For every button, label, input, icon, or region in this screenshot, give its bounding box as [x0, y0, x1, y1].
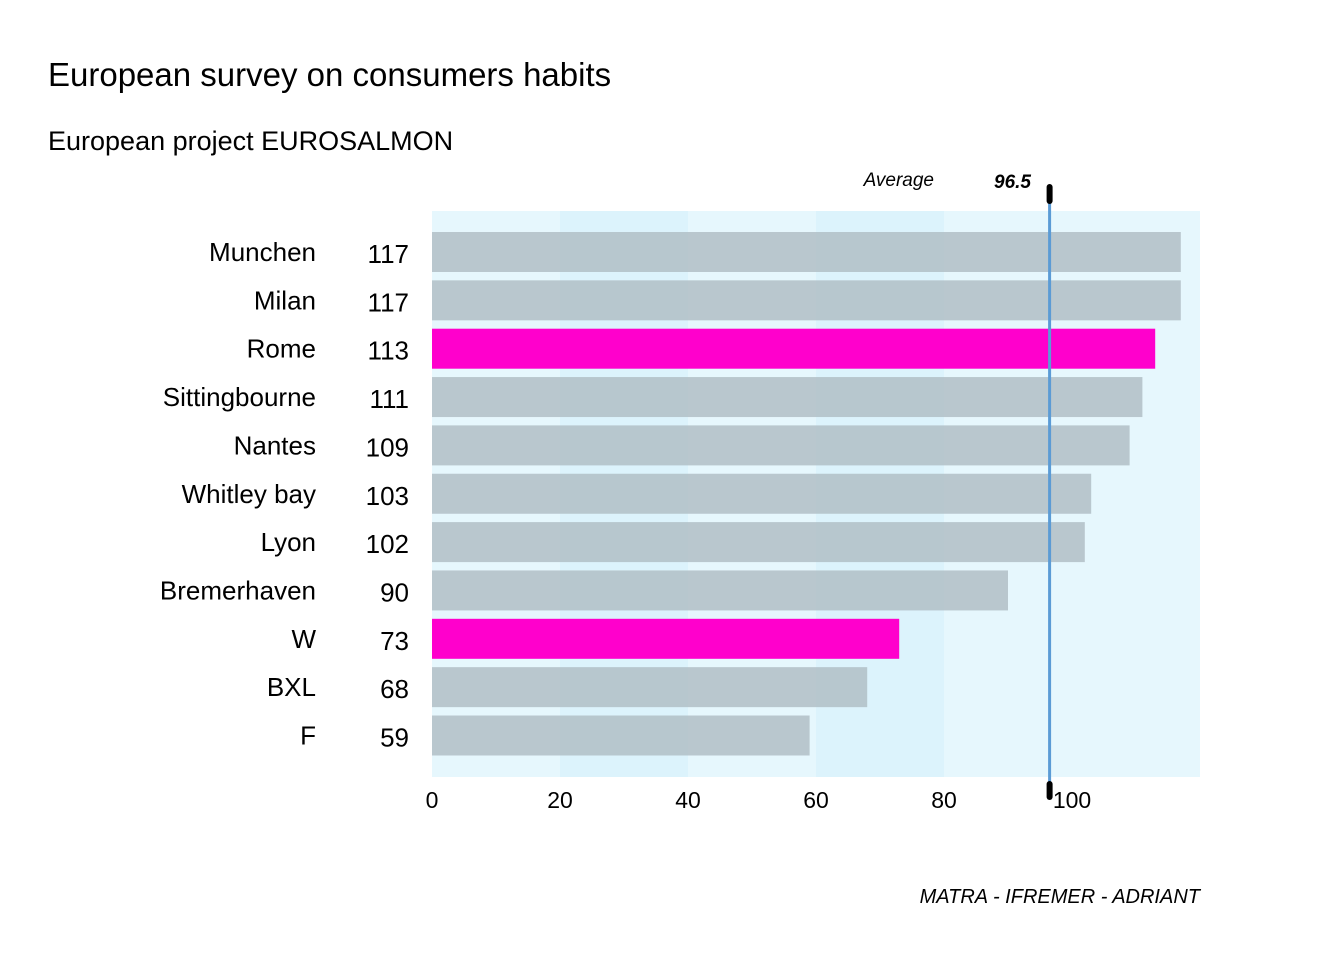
value-label: 68: [380, 674, 409, 704]
category-label: Bremerhaven: [160, 575, 316, 605]
value-label: 111: [369, 384, 409, 414]
bar-f: [432, 715, 810, 756]
value-label: 102: [366, 529, 409, 559]
category-label: BXL: [267, 672, 316, 702]
value-label: 117: [368, 287, 409, 317]
chart-subtitle: European project EUROSALMON: [48, 126, 454, 156]
category-label: Lyon: [261, 527, 316, 557]
bar-munchen: [432, 232, 1181, 272]
bar-bremerhaven: [432, 570, 1008, 611]
x-tick-label: 20: [547, 787, 573, 813]
category-label: Rome: [247, 334, 316, 364]
bar-rome: [432, 328, 1156, 369]
chart-title: European survey on consumers habits: [48, 56, 612, 93]
value-label: 73: [380, 626, 409, 656]
x-tick-label: 40: [675, 787, 701, 813]
x-tick-label: 80: [931, 787, 957, 813]
bar-bxl: [432, 667, 868, 708]
value-label: 109: [366, 432, 409, 462]
value-label: 90: [380, 577, 409, 607]
category-label: W: [291, 624, 316, 654]
x-tick-label: 100: [1053, 787, 1091, 813]
chart-caption: MATRA - IFREMER - ADRIANT: [919, 886, 1200, 908]
bar-sittingbourne: [432, 377, 1143, 418]
category-label: Whitley bay: [182, 479, 316, 509]
bar-lyon: [432, 522, 1085, 563]
value-label: 117: [368, 239, 409, 269]
value-label: 113: [368, 336, 409, 366]
bar-whitley-bay: [432, 473, 1092, 514]
category-label: Sittingbourne: [163, 382, 316, 412]
bar-nantes: [432, 425, 1130, 466]
bar-w: [432, 618, 900, 659]
category-label: Milan: [254, 285, 316, 315]
category-label: F: [300, 721, 316, 751]
value-label: 59: [380, 723, 409, 753]
average-value-label: 96.5: [994, 172, 1031, 193]
bar-milan: [432, 280, 1181, 321]
category-label: Munchen: [209, 237, 316, 267]
category-label: Nantes: [234, 430, 316, 460]
average-label: Average: [863, 170, 934, 191]
x-tick-label: 60: [803, 787, 829, 813]
x-tick-label: 0: [426, 787, 439, 813]
value-label: 103: [366, 481, 409, 511]
